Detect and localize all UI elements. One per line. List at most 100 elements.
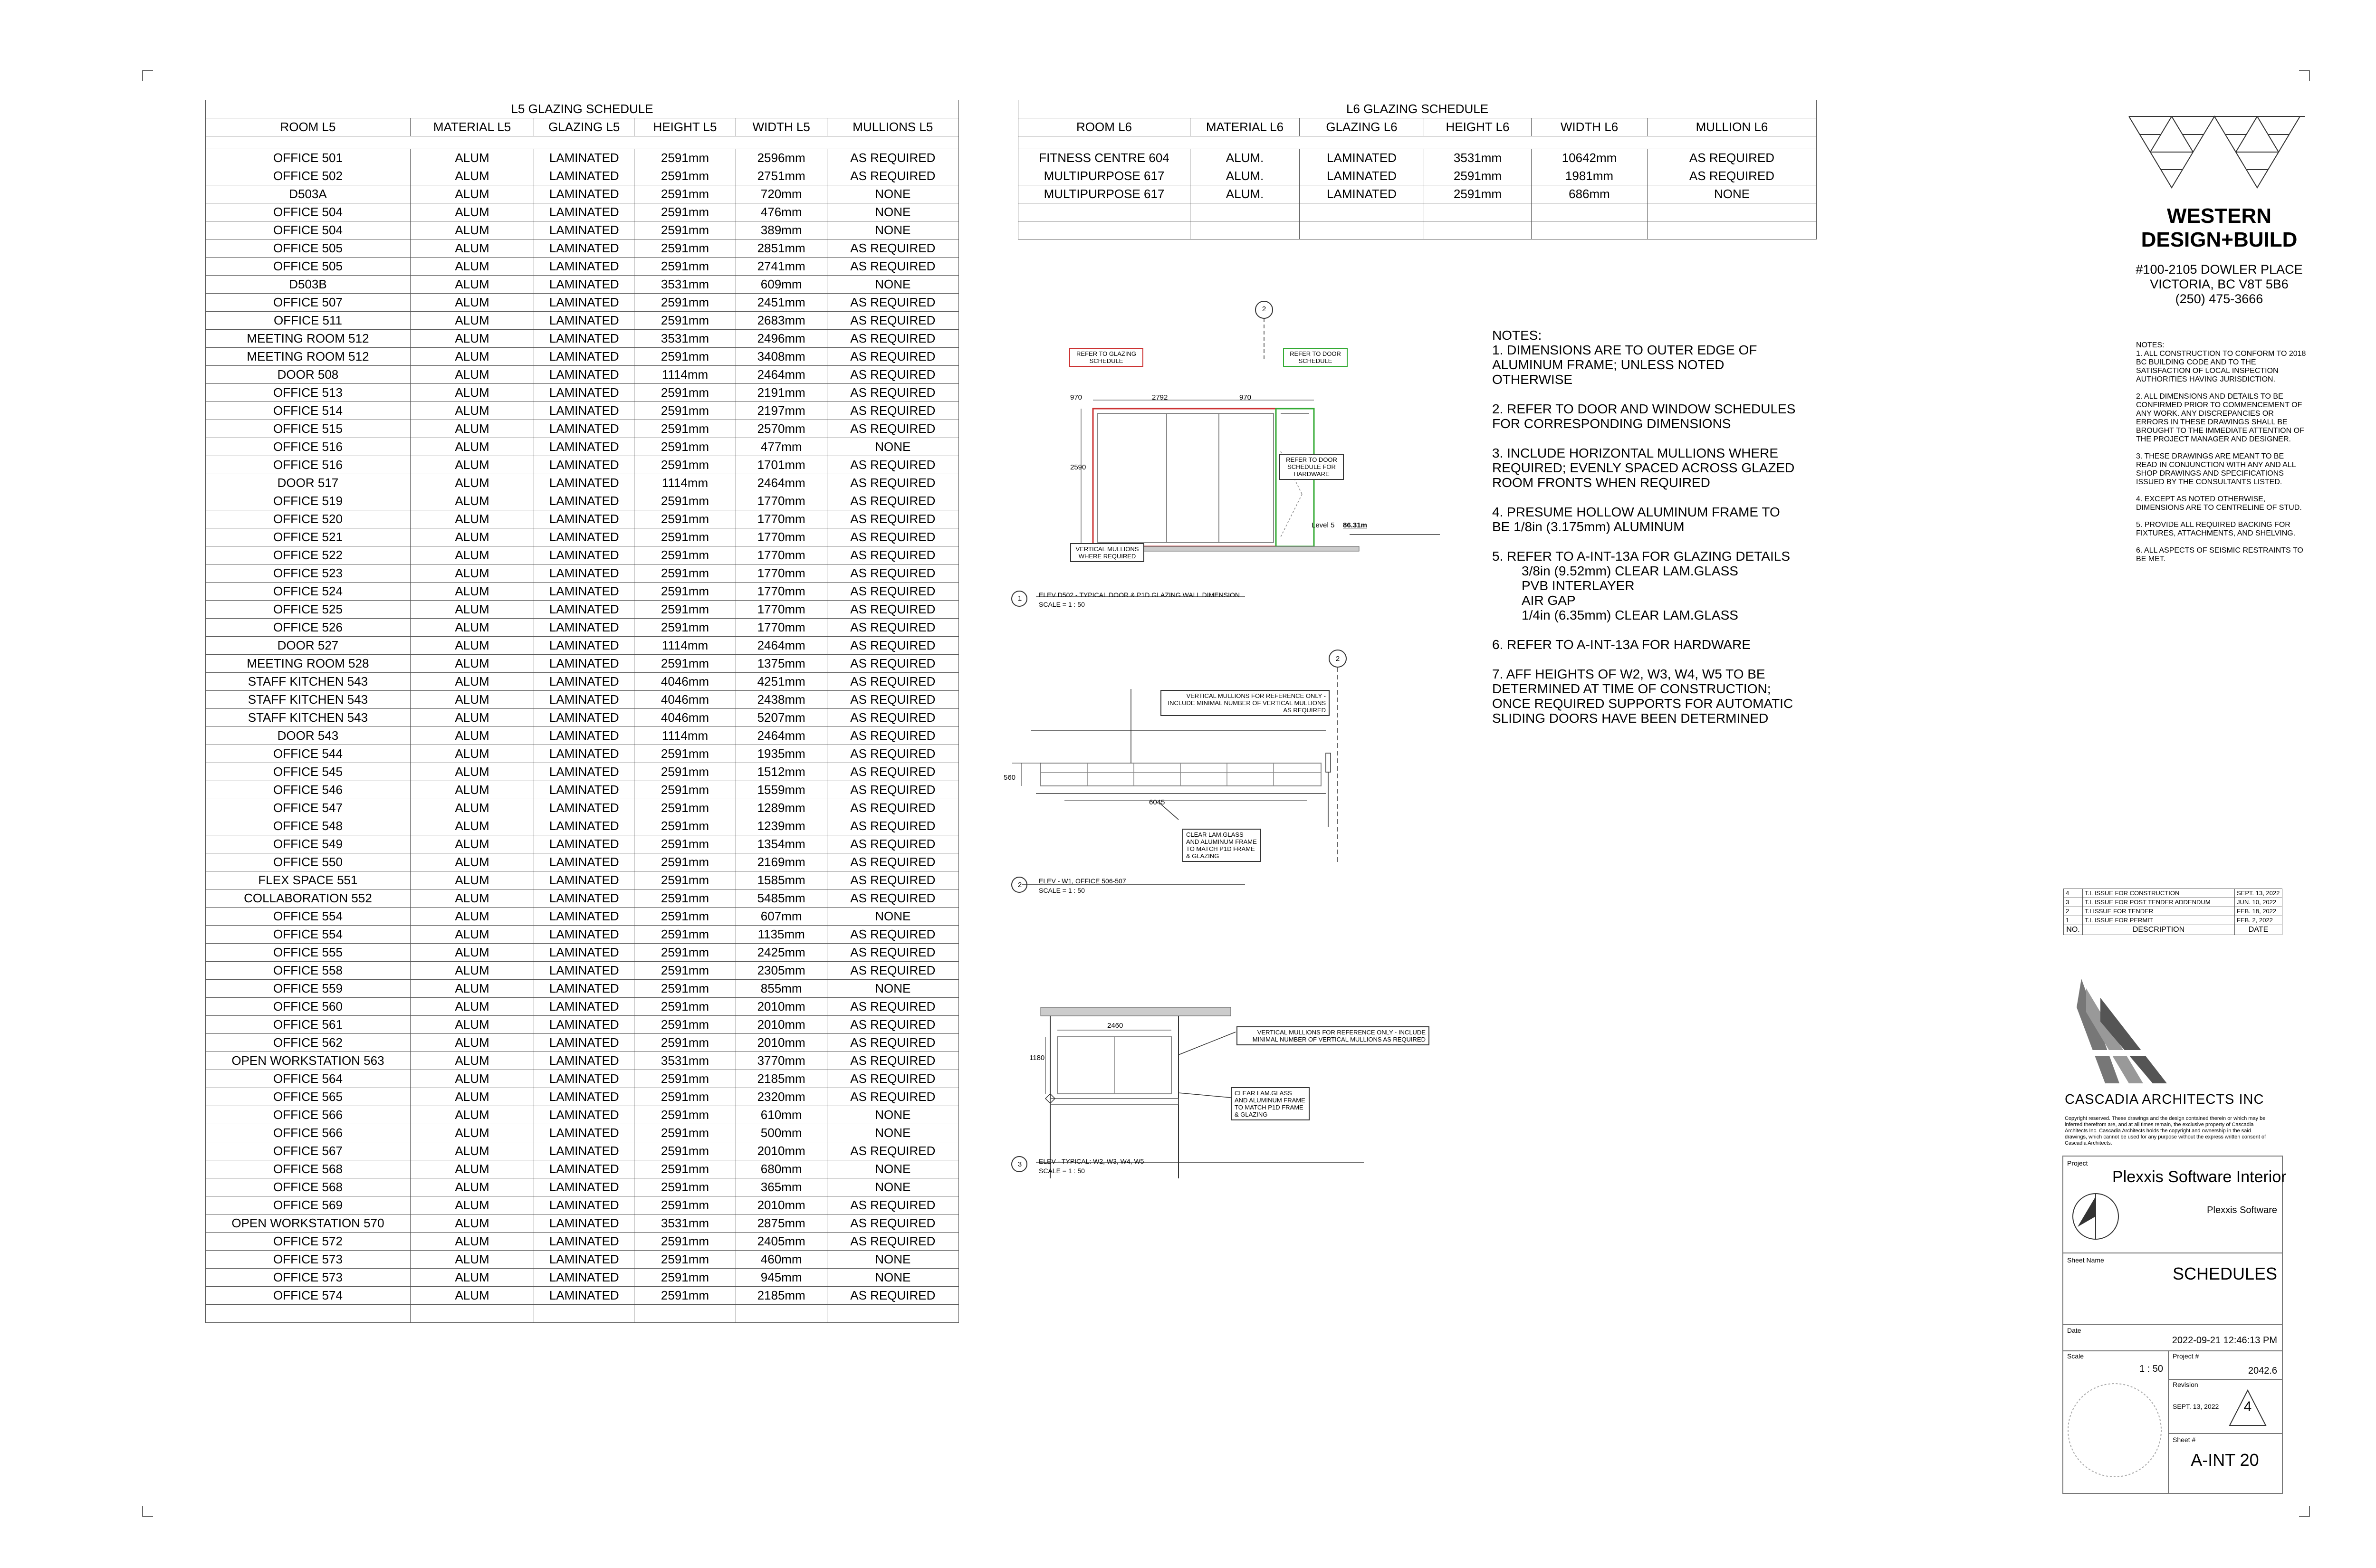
table-row: D503B ALUM LAMINATED 3531mm 609mm NONE <box>205 275 959 294</box>
table-row: OFFICE 561 ALUM LAMINATED 2591mm 2010mm AS RE… <box>205 1015 959 1034</box>
l5-cell: COLLABORATION 552 <box>205 889 411 908</box>
l5-cell: 2591mm <box>634 546 736 564</box>
l5-cell: 2591mm <box>634 600 736 619</box>
drawing-2-number: 2 <box>1017 881 1022 889</box>
firm-note-3: 3. THESE DRAWINGS ARE MEANT TO BE READ I… <box>2136 452 2296 486</box>
table-row: COLLABORATION 552 ALUM LAMINATED 2591mm 5485… <box>205 889 959 908</box>
l5-cell: AS REQUIRED <box>826 420 959 438</box>
l5-cell: ALUM <box>410 1070 535 1088</box>
tb-divider-3 <box>2063 1350 2282 1351</box>
l5-cell: 2591mm <box>634 203 736 221</box>
table-row: OFFICE 555 ALUM LAMINATED 2591mm 2425mm AS RE… <box>205 943 959 962</box>
l5-cell: LAMINATED <box>534 1160 635 1178</box>
note-2: 2. REFER TO DOOR AND WINDOW SCHEDULES FO… <box>1492 402 1796 431</box>
l5-cell: OFFICE 515 <box>205 420 411 438</box>
l5-cell: OFFICE 554 <box>205 907 411 926</box>
l5-cell: ALUM <box>410 474 535 492</box>
l5-cell: ALUM <box>410 636 535 655</box>
l5-cell: AS REQUIRED <box>826 293 959 312</box>
l5-cell: 2591mm <box>634 510 736 528</box>
l5-cell: 855mm <box>735 979 827 998</box>
l5-cell: ALUM <box>410 1033 535 1052</box>
l5-cell: ALUM <box>410 1015 535 1034</box>
l5-cell: 389mm <box>735 221 827 239</box>
l5-cell: NONE <box>826 907 959 926</box>
l5-header-3: HEIGHT L5 <box>634 118 736 136</box>
drawing-2-dim-height: 560 <box>1004 774 1016 782</box>
table-row: FITNESS CENTRE 604 ALUM. LAMINATED 3531mm 10… <box>1018 149 1817 167</box>
l5-cell: 4251mm <box>735 672 827 691</box>
revision-cell: 4 <box>2063 889 2083 898</box>
table-row: OPEN WORKSTATION 563 ALUM LAMINATED 3531mm 3… <box>205 1052 959 1070</box>
l5-cell: 1114mm <box>634 365 736 384</box>
l5-cell: 2591mm <box>634 871 736 889</box>
table-row: OFFICE 562 ALUM LAMINATED 2591mm 2010mm AS RE… <box>205 1033 959 1052</box>
tb-divider-6 <box>2168 1433 2282 1434</box>
l5-cell: ALUM <box>410 293 535 312</box>
l5-cell: AS REQUIRED <box>826 781 959 799</box>
table-row: MEETING ROOM 528 ALUM LAMINATED 2591mm 1375m… <box>205 654 959 673</box>
table-row: OFFICE 573 ALUM LAMINATED 2591mm 460mm NONE <box>205 1250 959 1269</box>
l5-cell: LAMINATED <box>534 365 635 384</box>
drawing-3-dim-height: 1180 <box>1029 1054 1045 1062</box>
l5-cell: 1770mm <box>735 510 827 528</box>
l5-cell: AS REQUIRED <box>826 600 959 619</box>
tb-scale: 1 : 50 <box>2139 1364 2163 1374</box>
l5-cell: 2591mm <box>634 402 736 420</box>
tb-project-label: Project <box>2067 1159 2088 1167</box>
l5-cell: 2591mm <box>634 654 736 673</box>
l6-cell: ALUM. <box>1190 167 1300 185</box>
l6-header-1: MATERIAL L6 <box>1190 118 1300 136</box>
table-row: DOOR 527 ALUM LAMINATED 1114mm 2464mm AS REQU… <box>205 636 959 655</box>
table-row: D503A ALUM LAMINATED 2591mm 720mm NONE <box>205 185 959 203</box>
table-row: MULTIPURPOSE 617 ALUM. LAMINATED 2591mm 686m… <box>1018 185 1817 203</box>
l5-cell: 2191mm <box>735 383 827 402</box>
l5-cell: 2591mm <box>634 149 736 167</box>
l5-cell: OFFICE 559 <box>205 979 411 998</box>
table-row: OFFICE 515 ALUM LAMINATED 2591mm 2570mm AS RE… <box>205 420 959 438</box>
table-row: OFFICE 574 ALUM LAMINATED 2591mm 2185mm AS RE… <box>205 1286 959 1305</box>
l5-cell: ALUM <box>410 1088 535 1106</box>
l5-cell: 4046mm <box>634 672 736 691</box>
l5-cell: AS REQUIRED <box>826 474 959 492</box>
l5-cell: OFFICE 504 <box>205 221 411 239</box>
tb-date: 2022-09-21 12:46:13 PM <box>2172 1335 2277 1346</box>
l5-cell: MEETING ROOM 512 <box>205 329 411 348</box>
l5-cell: OFFICE 547 <box>205 799 411 817</box>
l5-cell: ALUM <box>410 1232 535 1251</box>
notes-heading: NOTES: <box>1492 328 1542 343</box>
l5-cell: ALUM <box>410 781 535 799</box>
glazing-detail-2: PVB INTERLAYER <box>1522 578 1635 593</box>
l5-cell: 2197mm <box>735 402 827 420</box>
l5-cell: 5485mm <box>735 889 827 908</box>
l5-cell: NONE <box>826 1178 959 1196</box>
l5-cell: 1239mm <box>735 817 827 835</box>
tb-revision-no: 4 <box>2243 1399 2252 1415</box>
table-row: OFFICE 520 ALUM LAMINATED 2591mm 1770mm AS RE… <box>205 510 959 528</box>
l5-cell: 2425mm <box>735 943 827 962</box>
l5-cell: ALUM <box>410 853 535 871</box>
l6-cell: AS REQUIRED <box>1647 149 1817 167</box>
l5-cell: NONE <box>826 979 959 998</box>
l5-cell: ALUM <box>410 997 535 1016</box>
l5-cell: 2464mm <box>735 365 827 384</box>
l5-cell: ALUM <box>410 239 535 258</box>
table-row: OFFICE 569 ALUM LAMINATED 2591mm 2010mm AS RE… <box>205 1196 959 1214</box>
l5-cell: LAMINATED <box>534 528 635 546</box>
revision-cell: T.I. ISSUE FOR PERMIT <box>2082 916 2235 925</box>
l5-cell: 2591mm <box>634 835 736 853</box>
l5-cell: AS REQUIRED <box>826 239 959 258</box>
l5-cell: 2591mm <box>634 257 736 276</box>
table-row: OFFICE 565 ALUM LAMINATED 2591mm 2320mm AS RE… <box>205 1088 959 1106</box>
drawing-3-scale: SCALE = 1 : 50 <box>1039 1167 1085 1175</box>
l5-cell: ALUM <box>410 347 535 366</box>
table-row: OFFICE 502 ALUM LAMINATED 2591mm 2751mm AS RE… <box>205 167 959 185</box>
l5-cell: LAMINATED <box>534 1250 635 1269</box>
table-row: OFFICE 560 ALUM LAMINATED 2591mm 2010mm AS RE… <box>205 997 959 1016</box>
l5-cell: ALUM <box>410 618 535 637</box>
l5-cell: AS REQUIRED <box>826 618 959 637</box>
l5-cell: AS REQUIRED <box>826 871 959 889</box>
l5-cell: NONE <box>826 203 959 221</box>
l5-cell: AS REQUIRED <box>826 763 959 781</box>
l5-cell: LAMINATED <box>534 889 635 908</box>
